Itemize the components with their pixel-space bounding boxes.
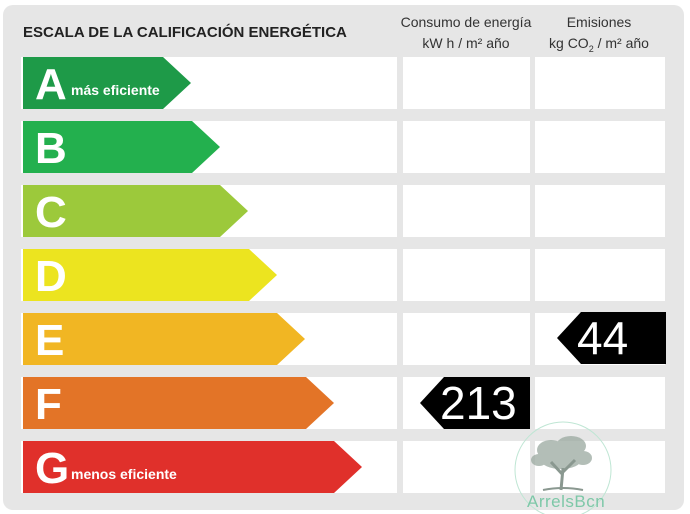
rating-letter: A (35, 60, 67, 109)
scale-title: ESCALA DE LA CALIFICACIÓN ENERGÉTICA (23, 24, 347, 41)
rating-arrow-d: D (23, 249, 277, 301)
emisiones-cell (535, 377, 665, 429)
emisiones-header-unit: kg CO2 / m² año (549, 35, 649, 54)
emisiones-column-header: Emisiones kg CO2 / m² año (532, 12, 666, 60)
emisiones-header-label: Emisiones (566, 14, 632, 30)
consumo-column-header: Consumo de energía kW h / m² año (396, 12, 536, 54)
consumo-cell (403, 185, 530, 237)
emisiones-cell (535, 185, 665, 237)
rating-label: menos eficiente (71, 466, 177, 482)
consumo-cell (403, 313, 530, 365)
rating-label: más eficiente (71, 82, 160, 98)
consumo-result-tag: 213 (420, 377, 530, 429)
consumo-cell (403, 441, 530, 493)
rating-arrow-c: C (23, 185, 248, 237)
consumo-cell (403, 57, 530, 109)
consumo-result-value: 213 (440, 377, 517, 429)
rating-letter: E (35, 316, 65, 365)
tree-icon (514, 421, 612, 514)
rating-letter: F (35, 380, 62, 429)
consumo-cell (403, 249, 530, 301)
rating-arrow-e: E (23, 313, 305, 365)
rating-letter: C (35, 188, 67, 237)
rating-letter: B (35, 124, 67, 173)
consumo-header-label: Consumo de energía (400, 14, 532, 30)
rating-arrow-b: B (23, 121, 220, 173)
emisiones-result-tag: 44 (557, 312, 666, 364)
emisiones-cell (535, 57, 665, 109)
rating-arrow-f: F (23, 377, 334, 429)
watermark-text: ArrelsBcn (527, 492, 606, 511)
emisiones-cell (535, 121, 665, 173)
rating-letter: G (35, 444, 70, 493)
emisiones-cell (535, 249, 665, 301)
consumo-cell (403, 121, 530, 173)
emisiones-result-value: 44 (577, 312, 629, 364)
rating-letter: D (35, 252, 67, 301)
consumo-header-unit: kW h / m² año (422, 35, 510, 51)
